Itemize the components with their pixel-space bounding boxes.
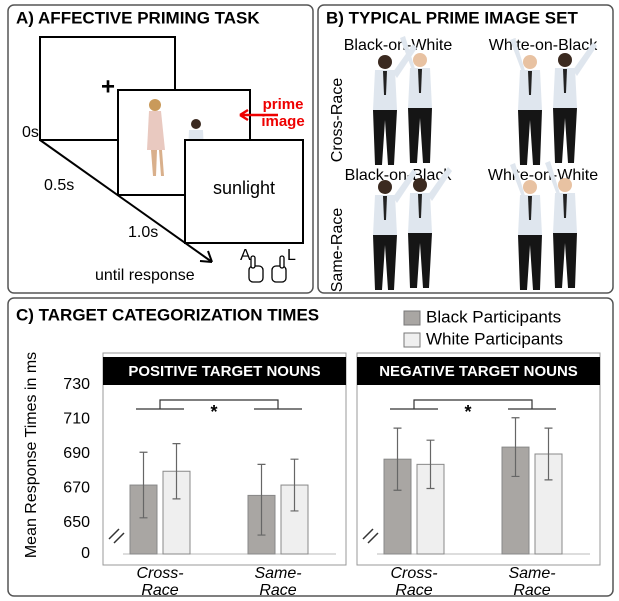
key-label: A xyxy=(240,247,251,264)
legend-swatch xyxy=(403,332,421,348)
y-tick-label: 0 xyxy=(81,545,90,562)
panel-a-frame xyxy=(7,4,314,294)
significance-marker: * xyxy=(464,402,471,422)
x-tick-label: Cross-Race xyxy=(136,565,184,599)
image-label: Black-on-White xyxy=(344,37,453,54)
target-screen xyxy=(184,139,304,244)
error-bar xyxy=(544,427,553,481)
y-tick-label: 730 xyxy=(63,376,90,393)
key-label: L xyxy=(287,247,296,264)
x-tick-label: Same-Race xyxy=(508,565,556,599)
y-tick-label: 650 xyxy=(63,514,90,531)
hand-icons xyxy=(248,255,287,283)
x-tick-label: Same-Race xyxy=(254,565,302,599)
axis-break xyxy=(108,528,125,544)
chart-title: POSITIVE TARGET NOUNS xyxy=(128,363,320,380)
error-bar xyxy=(139,451,148,519)
error-bar xyxy=(290,458,299,512)
error-bar xyxy=(172,443,181,500)
chart-title: NEGATIVE TARGET NOUNS xyxy=(379,363,578,380)
timeline-arrowhead xyxy=(199,250,213,263)
row-label: Cross-Race xyxy=(329,78,346,163)
panel-title: A) AFFECTIVE PRIMING TASK xyxy=(16,8,260,27)
panel-c-frame xyxy=(7,297,614,597)
target-word: sunlight xyxy=(213,178,275,198)
prime-arrow xyxy=(239,108,278,122)
time-label: 0.5s xyxy=(44,177,74,194)
chart-header xyxy=(357,357,600,385)
chart-header xyxy=(103,357,346,385)
axis-break xyxy=(362,528,379,544)
x-tick-label: Cross-Race xyxy=(390,565,438,599)
significance-bracket xyxy=(136,399,302,410)
row-label: Same-Race xyxy=(329,208,346,293)
chart-frame xyxy=(356,352,601,566)
error-bar xyxy=(257,463,266,536)
error-bar xyxy=(426,439,435,490)
y-tick-label: 670 xyxy=(63,480,90,497)
timeline-arrow xyxy=(39,139,213,263)
chart-frame xyxy=(102,352,347,566)
panel-title: C) TARGET CATEGORIZATION TIMES xyxy=(16,305,319,324)
y-tick-label: 710 xyxy=(63,411,90,428)
significance-bracket xyxy=(390,399,556,410)
image-label: White-on-Black xyxy=(489,37,598,54)
significance-marker: * xyxy=(210,402,217,422)
error-bar xyxy=(393,427,402,491)
panel-b-frame xyxy=(317,4,614,294)
error-bar xyxy=(511,417,520,478)
prime-photos xyxy=(373,36,597,290)
time-label: 0s xyxy=(22,124,39,141)
legend-label: Black Participants xyxy=(426,307,561,326)
image-label: White-on-White xyxy=(488,167,598,184)
legend-swatch xyxy=(403,310,421,326)
image-label: Black-on-Black xyxy=(345,167,453,184)
legend-label: White Participants xyxy=(426,329,563,348)
y-axis-label: Mean Response Times in ms xyxy=(23,352,40,558)
prime-label: prime image xyxy=(261,96,305,130)
time-label: 1.0s xyxy=(128,224,158,241)
y-tick-label: 690 xyxy=(63,445,90,462)
fixation-cross: + xyxy=(101,73,115,100)
panel-title: B) TYPICAL PRIME IMAGE SET xyxy=(326,8,578,27)
time-label: until response xyxy=(95,267,195,284)
